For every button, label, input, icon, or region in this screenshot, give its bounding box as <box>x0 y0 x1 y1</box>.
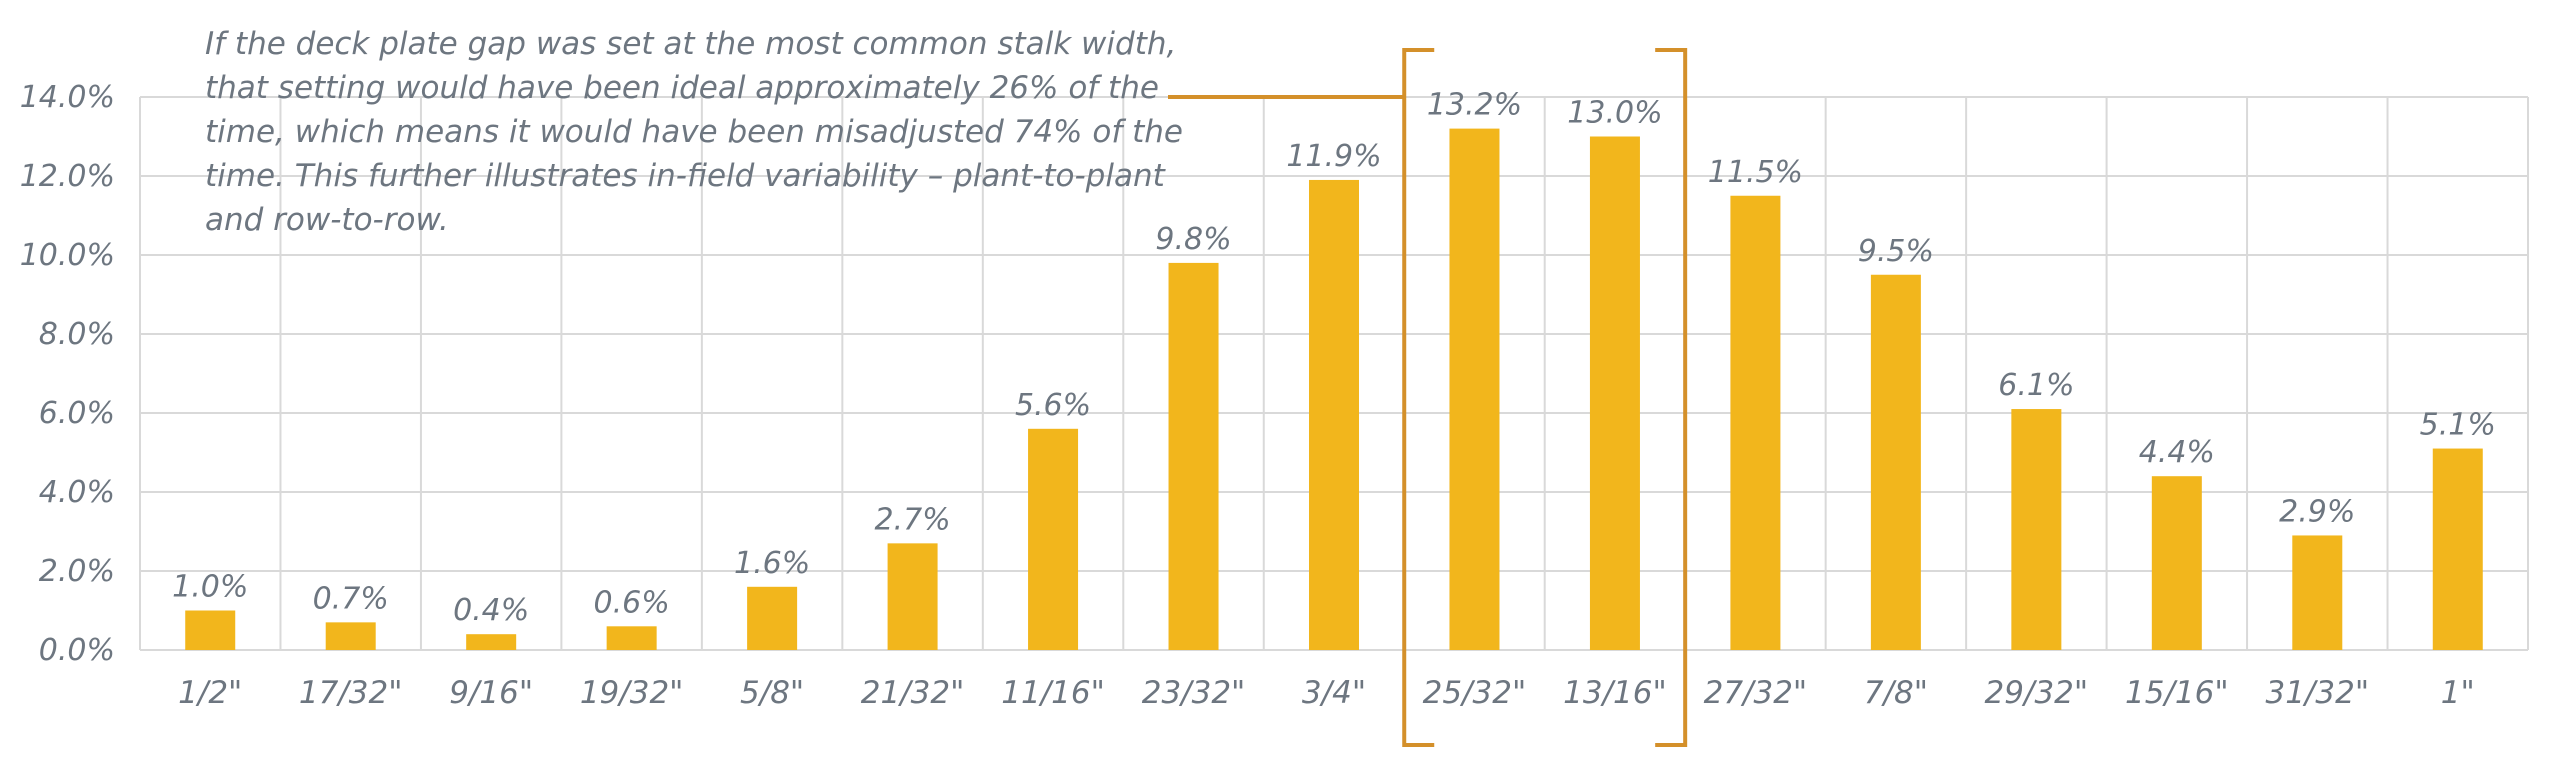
data-label: 2.9% <box>2279 494 2355 529</box>
category-label: 27/32" <box>1704 675 1808 711</box>
data-label: 1.0% <box>172 570 248 605</box>
bars <box>185 128 2483 651</box>
category-labels: 1/2" 17/32" 9/16" 19/32" 5/8" 21/32" 11/16" 23/… <box>178 675 2475 711</box>
category-label: 31/32" <box>2265 675 2369 711</box>
bar <box>466 634 517 650</box>
y-axis-ticks: 0.0% 2.0% 4.0% 6.0% 8.0% 10.0% 12.0% 14.0% <box>20 80 115 668</box>
y-tick-label: 10.0% <box>20 238 115 273</box>
category-label: 13/16" <box>1563 675 1667 711</box>
bar <box>1028 428 1079 650</box>
y-tick-label: 0.0% <box>39 633 115 668</box>
data-label: 11.5% <box>1708 155 1803 190</box>
bar <box>2432 448 2483 650</box>
data-label: 5.1% <box>2420 408 2496 443</box>
y-tick-label: 12.0% <box>20 159 115 194</box>
data-label: 13.2% <box>1427 88 1522 123</box>
data-labels: 1.0% 0.7% 0.4% 0.6% 1.6% 2.7% 5.6% 9.8% 11.9% 13.… <box>172 88 2496 629</box>
category-label: 7/8" <box>1864 675 1928 711</box>
data-label: 9.8% <box>1155 222 1231 257</box>
data-label: 0.6% <box>594 585 670 620</box>
bar <box>747 586 798 650</box>
data-label: 13.0% <box>1567 96 1662 131</box>
category-label: 23/32" <box>1142 675 1246 711</box>
data-label: 9.5% <box>1858 234 1934 269</box>
bar <box>2292 535 2343 650</box>
category-label: 5/8" <box>740 675 804 711</box>
category-label: 9/16" <box>449 675 533 711</box>
category-label: 21/32" <box>861 675 965 711</box>
bracket-right <box>1655 48 1688 747</box>
bar <box>887 543 938 650</box>
bar <box>185 610 236 650</box>
category-label: 11/16" <box>1001 675 1105 711</box>
bar <box>1309 179 1359 650</box>
annotation-text: If the deck plate gap was set at the mos… <box>205 26 1183 238</box>
category-label: 29/32" <box>1985 675 2089 711</box>
data-label: 0.4% <box>453 593 529 628</box>
bar <box>1449 128 1500 651</box>
category-label: 1/2" <box>178 675 242 711</box>
bar <box>1730 195 1781 650</box>
data-label: 0.7% <box>313 581 389 616</box>
highlight-bracket <box>1168 48 1688 747</box>
category-label: 1" <box>2441 675 2475 711</box>
data-label: 2.7% <box>874 502 950 537</box>
data-label: 4.4% <box>2139 435 2215 470</box>
data-label: 11.9% <box>1286 139 1381 174</box>
bracket-left <box>1402 48 1435 747</box>
bar <box>2011 409 2062 650</box>
bar <box>606 626 657 650</box>
y-tick-label: 2.0% <box>39 554 115 589</box>
category-label: 3/4" <box>1302 675 1366 711</box>
bar <box>2151 476 2202 650</box>
y-tick-label: 6.0% <box>39 396 115 431</box>
data-label: 1.6% <box>734 546 810 581</box>
y-tick-label: 8.0% <box>39 317 115 352</box>
category-label: 17/32" <box>299 675 403 711</box>
category-label: 15/16" <box>2125 675 2229 711</box>
bar <box>1870 274 1921 650</box>
data-label: 5.6% <box>1015 388 1091 423</box>
bar <box>1168 262 1219 650</box>
category-label: 19/32" <box>580 675 684 711</box>
y-tick-label: 4.0% <box>39 475 115 510</box>
y-tick-label: 14.0% <box>20 80 115 115</box>
bar <box>325 622 376 650</box>
bar <box>1589 136 1640 650</box>
data-label: 6.1% <box>1998 368 2074 403</box>
category-label: 25/32" <box>1423 675 1527 711</box>
